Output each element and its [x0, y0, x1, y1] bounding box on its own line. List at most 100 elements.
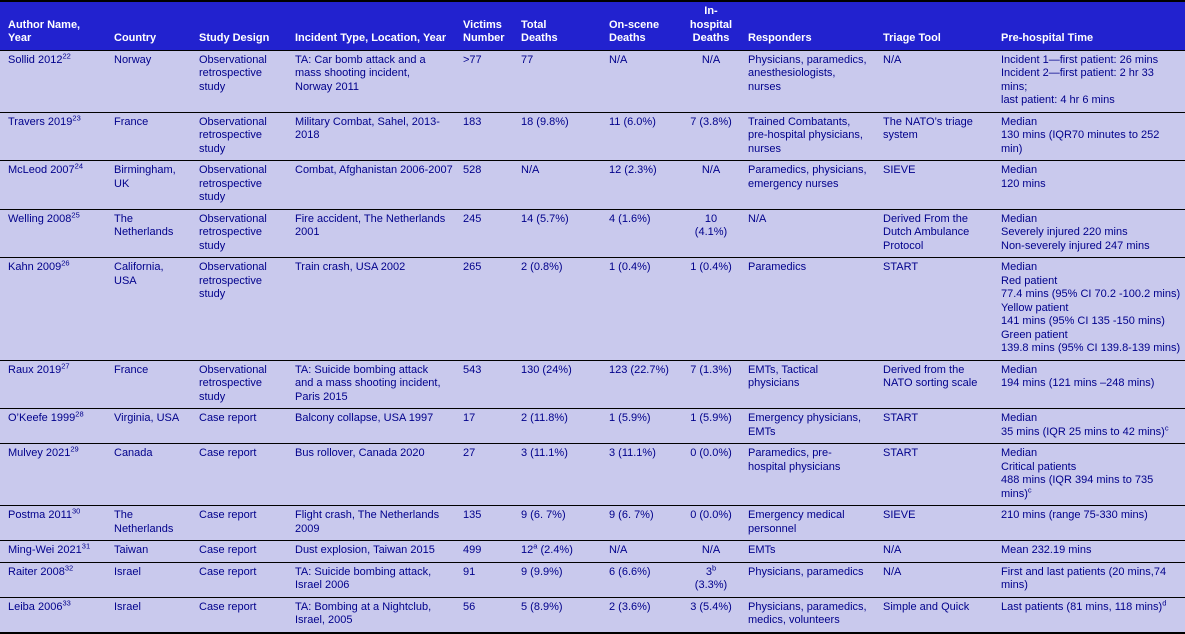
cell-author: Kahn 200926	[0, 257, 108, 361]
superscript-ref: 23	[72, 112, 81, 122]
table-row: Ming-Wei 202131 Taiwan Case report Dust exp…	[0, 540, 1185, 563]
cell-responders: Trained Combatants, pre-hospital physici…	[742, 112, 877, 161]
cell-responders: Physicians, paramedics, anesthesiologist…	[742, 50, 877, 113]
cell-total-deaths: 130 (24%)	[515, 360, 603, 409]
cell-in-hospital-deaths: 1 (5.9%)	[678, 408, 742, 444]
cell-triage-tool: N/A	[877, 50, 995, 113]
cell-responders: EMTs	[742, 540, 877, 563]
cell-victims: 91	[457, 562, 515, 598]
header-incident: Incident Type, Location, Year	[289, 1, 457, 51]
cell-author: Leiba 200633	[8, 597, 71, 613]
cell-victims: 245	[457, 209, 515, 258]
superscript-ref: 31	[81, 541, 91, 551]
cell-in-hospital-deaths: 3b (3.3%)	[678, 562, 742, 598]
cell-total-deaths: 12a (2.4%)	[515, 540, 603, 563]
table-row: Sollid 201222 Norway Observational retrosp…	[0, 50, 1185, 113]
cell-triage-tool: Derived From the Dutch Ambulance Protoco…	[877, 209, 995, 258]
cell-victims: 17	[457, 408, 515, 444]
cell-study-design: Case report	[199, 600, 257, 613]
cell-country: Birmingham, UK	[108, 160, 193, 210]
superscript-ref: 28	[75, 409, 84, 419]
header-pre-hospital-time: Pre-hospital Time	[995, 1, 1185, 51]
cell-on-scene-deaths: 11 (6.0%)	[603, 112, 678, 161]
superscript-ref: 27	[61, 360, 70, 370]
cell-author: McLeod 200724	[0, 160, 108, 210]
superscript-ref: 33	[62, 597, 71, 607]
cell-incident: Combat, Afghanistan 2006-2007	[289, 160, 457, 210]
cell-incident: Train crash, USA 2002	[289, 257, 457, 361]
cell-pre-hospital-time: First and last patients (20 mins,74 mins…	[995, 562, 1185, 598]
header-responders: Responders	[742, 1, 877, 51]
cell-victims: >77	[457, 50, 515, 113]
cell-author: Raiter 200832	[0, 562, 108, 598]
superscript-ref: 24	[74, 161, 84, 171]
cell-study-design: Observational retrospective study	[193, 160, 289, 210]
cell-responders: N/A	[742, 209, 877, 258]
cell-incident: Flight crash, The Netherlands 2009	[289, 505, 457, 541]
table-row: Leiba 200633 Israel Case report TA: Bombing…	[0, 597, 1185, 633]
cell-author: O’Keefe 199928	[0, 408, 108, 444]
cell-in-hospital-deaths: 0 (0.0%)	[678, 443, 742, 506]
table-row: McLeod 200724 Birmingham, UK Observational…	[0, 160, 1185, 210]
cell-incident: Bus rollover, Canada 2020	[289, 443, 457, 506]
cell-responders: Paramedics, pre- hospital physicians	[742, 443, 877, 506]
cell-country: Israel	[114, 600, 141, 613]
cell-study-design: Observational retrospective study	[193, 112, 289, 161]
cell-author: Postma 201130	[0, 505, 108, 541]
cell-in-hospital-deaths: 7 (3.8%)	[678, 112, 742, 161]
cell-on-scene-deaths: 3 (11.1%)	[603, 443, 678, 506]
cell-incident: TA: Suicide bombing attack, Israel 2006	[289, 562, 457, 598]
cell-author: Welling 200825	[0, 209, 108, 258]
table-row: Travers 201923 France Observational retros…	[0, 112, 1185, 161]
header-row: Author Name, Year Country Study Design Inci…	[0, 1, 1185, 51]
cell-study-design: Case report	[193, 540, 289, 563]
cell-victims: 56	[463, 600, 476, 613]
cell-country: Taiwan	[108, 540, 193, 563]
cell-triage-tool: Derived from the NATO sorting scale	[877, 360, 995, 409]
cell-total-deaths: 5 (8.9%)	[521, 600, 563, 613]
cell-pre-hospital-time: Mean 232.19 mins	[995, 540, 1185, 563]
cell-responders: Physicians, paramedics, medics, voluntee…	[748, 600, 867, 627]
cell-responders: Paramedics	[742, 257, 877, 361]
cell-incident: Balcony collapse, USA 1997	[289, 408, 457, 444]
cell-pre-hospital-time: Median Severely injured 220 mins Non-sev…	[995, 209, 1185, 258]
cell-on-scene-deaths: 4 (1.6%)	[603, 209, 678, 258]
cell-pre-hospital-time: Median Critical patients 488 mins (IQR 3…	[995, 443, 1185, 506]
superscript-ref: 22	[62, 50, 71, 60]
header-in-hospital-deaths: In- hospital Deaths	[678, 1, 742, 51]
cell-author: Raux 201927	[0, 360, 108, 409]
cell-on-scene-deaths: 123 (22.7%)	[603, 360, 678, 409]
cell-total-deaths: 3 (11.1%)	[515, 443, 603, 506]
cell-triage-tool: N/A	[877, 562, 995, 598]
cell-victims: 135	[457, 505, 515, 541]
cell-pre-hospital-time: Median 130 mins (IQR70 minutes to 252 mi…	[995, 112, 1185, 161]
cell-pre-hospital-time: Median 120 mins	[995, 160, 1185, 210]
superscript-ref: a	[533, 541, 538, 551]
cell-country: Canada	[108, 443, 193, 506]
cell-total-deaths: 2 (0.8%)	[515, 257, 603, 361]
table-body: Sollid 201222 Norway Observational retrosp…	[0, 50, 1185, 633]
cell-author: Sollid 201222	[0, 50, 108, 113]
superscript-ref: b	[711, 562, 717, 572]
cell-responders: Emergency physicians, EMTs	[742, 408, 877, 444]
superscript-ref: 29	[70, 444, 79, 454]
cell-responders: Emergency medical personnel	[742, 505, 877, 541]
cell-in-hospital-deaths: 0 (0.0%)	[678, 505, 742, 541]
superscript-ref: c	[1164, 422, 1169, 432]
cell-pre-hospital-time: Median 35 mins (IQR 25 mins to 42 mins)c	[995, 408, 1185, 444]
cell-study-design: Case report	[193, 562, 289, 598]
cell-triage-tool: START	[877, 408, 995, 444]
cell-incident: Dust explosion, Taiwan 2015	[289, 540, 457, 563]
cell-study-design: Observational retrospective study	[193, 50, 289, 113]
cell-victims: 528	[457, 160, 515, 210]
cell-country: California, USA	[108, 257, 193, 361]
table-row: O’Keefe 199928 Virginia, USA Case report Ba…	[0, 408, 1185, 444]
cell-country: France	[108, 360, 193, 409]
cell-triage-tool: Simple and Quick	[883, 600, 970, 613]
cell-pre-hospital-time: Last patients (81 mins, 118 mins)d	[1001, 597, 1167, 613]
cell-total-deaths: 77	[515, 50, 603, 113]
cell-in-hospital-deaths: 1 (0.4%)	[678, 257, 742, 361]
header-study-design: Study Design	[193, 1, 289, 51]
cell-victims: 499	[457, 540, 515, 563]
